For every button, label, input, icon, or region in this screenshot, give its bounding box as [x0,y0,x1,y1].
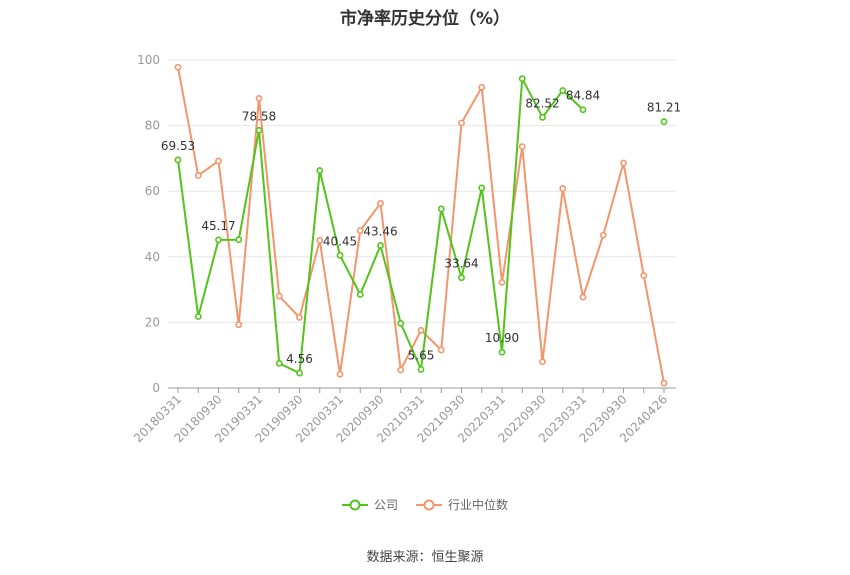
data-point [215,157,222,165]
legend-item-industry[interactable]: 行业中位数 [416,496,508,513]
chart-title: 市净率历史分位（%） [339,9,511,29]
data-label: 40.45 [323,234,357,248]
series-industry [174,63,668,387]
data-point [458,274,465,282]
data-point [235,321,243,329]
grid [168,59,676,323]
data-point [559,87,567,94]
data-point [296,369,303,377]
legend: 公司 行业中位数 [0,496,850,513]
data-point [174,63,182,71]
data-point [478,184,486,192]
series [174,63,668,387]
data-point [417,326,425,334]
data-point [620,159,627,167]
data-point [215,236,222,244]
data-label: 84.84 [566,89,600,103]
data-point [316,236,324,244]
data-point [599,231,607,239]
data-point [397,366,405,374]
data-point [255,94,263,102]
data-point [478,83,486,91]
data-label: 81.21 [647,101,681,115]
legend-company-swatch [341,499,368,510]
data-point [377,199,384,207]
legend-company-label: 公司 [373,498,398,512]
data-point [518,143,526,150]
y-tick-label: 100 [137,53,160,67]
data-point [660,379,668,387]
data-source: 数据来源：恒生聚源 [366,550,484,565]
data-point [437,205,445,213]
data-point [316,167,324,174]
data-point [356,227,364,234]
data-labels: 69.53 45.17 78.58 4.56 40.45 43.46 5.65 33.64 10… [161,89,681,366]
y-tick-label: 60 [145,184,160,198]
data-point [194,172,202,179]
data-point [336,370,344,378]
data-point [458,119,465,127]
data-point [539,358,546,366]
data-point [660,118,668,126]
data-point [539,113,546,121]
axes: 0204060801002018033120180930201903312019… [131,53,676,445]
data-label: 33.64 [444,257,478,271]
data-point [579,106,587,114]
data-point [640,272,648,279]
data-point [559,185,567,192]
data-point [275,359,283,367]
data-label: 4.56 [286,352,313,366]
data-point [417,366,425,373]
data-point [579,293,587,301]
line-chart: 0204060801002018033120180930201903312019… [131,53,681,445]
data-label: 43.46 [363,224,397,238]
legend-item-company[interactable]: 公司 [341,496,398,513]
data-point [397,319,405,327]
legend-industry-label: 行业中位数 [448,498,509,512]
data-label: 10.90 [485,331,519,345]
data-label: 45.17 [201,219,235,233]
data-point [356,291,364,298]
data-point [255,126,263,134]
data-point [377,242,384,249]
data-point [518,75,526,83]
data-point [498,348,506,356]
data-point [174,156,182,164]
y-tick-label: 20 [145,315,160,329]
data-label: 5.65 [408,348,435,362]
data-point [336,251,344,259]
y-tick-label: 80 [145,119,160,133]
data-point [194,313,202,320]
series-company [174,75,668,377]
data-point [275,292,283,300]
legend-industry-swatch [416,499,442,510]
y-tick-label: 40 [145,250,160,264]
data-point [498,278,506,286]
y-tick-label: 0 [152,381,160,395]
data-point [296,314,303,321]
data-label: 69.53 [161,139,195,153]
data-label: 78.58 [242,109,276,123]
data-point [437,346,445,354]
data-point [235,236,243,244]
data-label: 82.52 [525,96,559,110]
